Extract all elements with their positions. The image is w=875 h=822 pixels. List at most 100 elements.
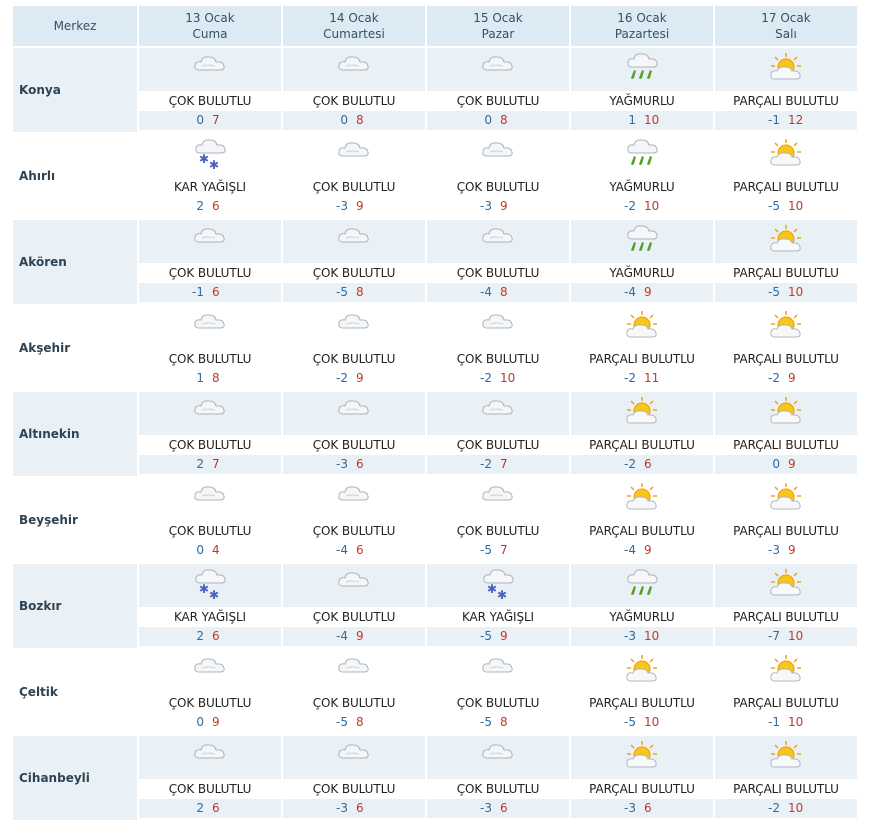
day-weekday: Cumartesi [323, 27, 385, 41]
condition-text: ÇOK BULUTLU [312, 352, 396, 366]
icon-area [571, 220, 713, 263]
icon-area [427, 392, 569, 435]
max-temperature: 8 [212, 371, 220, 385]
icon-area: ✱ ✱ [139, 134, 281, 177]
condition-text: PARÇALI BULUTLU [733, 782, 839, 796]
forecast-cell: ÇOK BULUTLU -5 8 [283, 650, 425, 734]
max-temperature: 6 [644, 457, 652, 471]
day-header: 16 Ocak Pazartesi [571, 6, 713, 46]
max-temperature: 9 [356, 371, 364, 385]
max-temperature: 6 [500, 801, 508, 815]
max-temperature: 6 [212, 801, 220, 815]
temperature-range: -5 9 [427, 627, 569, 646]
condition-text: PARÇALI BULUTLU [733, 524, 839, 538]
forecast-cell: ÇOK BULUTLU 2 6 [139, 736, 281, 820]
min-temperature: 2 [196, 801, 204, 815]
icon-area [427, 306, 569, 349]
min-temperature: -2 [768, 801, 780, 815]
svg-text:✱: ✱ [209, 588, 219, 600]
day-date: 15 Ocak [473, 11, 523, 25]
icon-area [715, 650, 857, 693]
min-temperature: -2 [480, 457, 492, 471]
max-temperature: 9 [500, 199, 508, 213]
max-temperature: 7 [212, 457, 220, 471]
city-name: Çeltik [13, 650, 137, 734]
min-temperature: -3 [480, 801, 492, 815]
icon-area [571, 48, 713, 91]
day-date: 13 Ocak [185, 11, 235, 25]
condition-text: ÇOK BULUTLU [168, 266, 252, 280]
temperature-range: -1 10 [715, 713, 857, 732]
forecast-cell: ÇOK BULUTLU 0 7 [139, 48, 281, 132]
day-weekday: Pazar [481, 27, 515, 41]
temperature-range: -7 10 [715, 627, 857, 646]
center-column-header: Merkez [13, 6, 137, 46]
forecast-cell: ÇOK BULUTLU -3 9 [427, 134, 569, 218]
condition-text: PARÇALI BULUTLU [589, 524, 695, 538]
icon-area [139, 478, 281, 521]
forecast-table: Merkez 13 Ocak Cuma 14 Ocak Cumartesi 15 O… [11, 4, 859, 822]
max-temperature: 6 [212, 285, 220, 299]
temperature-range: -3 9 [715, 541, 857, 560]
forecast-cell: PARÇALI BULUTLU -4 9 [571, 478, 713, 562]
forecast-cell: ÇOK BULUTLU -5 8 [283, 220, 425, 304]
max-temperature: 10 [788, 285, 804, 299]
forecast-cell: ✱ ✱ KAR YAĞIŞLI 2 6 [139, 134, 281, 218]
max-temperature: 12 [788, 113, 804, 127]
condition-text: ÇOK BULUTLU [312, 180, 396, 194]
forecast-cell: ÇOK BULUTLU -4 6 [283, 478, 425, 562]
min-temperature: -3 [624, 801, 636, 815]
icon-area [715, 736, 857, 779]
temperature-range: -4 9 [571, 541, 713, 560]
forecast-cell: ✱ ✱ KAR YAĞIŞLI -5 9 [427, 564, 569, 648]
min-temperature: 0 [196, 715, 204, 729]
forecast-cell: YAĞMURLU -2 10 [571, 134, 713, 218]
forecast-cell: PARÇALI BULUTLU -3 9 [715, 478, 857, 562]
city-name: Bozkır [13, 564, 137, 648]
max-temperature: 6 [212, 199, 220, 213]
min-temperature: -5 [336, 715, 348, 729]
icon-area [283, 650, 425, 693]
condition-text: PARÇALI BULUTLU [733, 94, 839, 108]
forecast-cell: YAĞMURLU -4 9 [571, 220, 713, 304]
icon-area [571, 478, 713, 521]
icon-area [427, 48, 569, 91]
icon-area [283, 392, 425, 435]
table-row: Çeltik ÇOK BULUTLU 0 9 ÇOK BULUTLU -5 8 ÇOK BUL… [13, 650, 857, 734]
condition-text: PARÇALI BULUTLU [733, 610, 839, 624]
min-temperature: -4 [480, 285, 492, 299]
max-temperature: 10 [788, 199, 804, 213]
temperature-range: -2 9 [715, 369, 857, 388]
table-row: Akören ÇOK BULUTLU -1 6 ÇOK BULUTLU -5 8 ÇOK BU… [13, 220, 857, 304]
condition-text: ÇOK BULUTLU [168, 696, 252, 710]
forecast-cell: PARÇALI BULUTLU -1 12 [715, 48, 857, 132]
min-temperature: 2 [196, 457, 204, 471]
condition-text: PARÇALI BULUTLU [733, 438, 839, 452]
temperature-range: -2 7 [427, 455, 569, 474]
max-temperature: 9 [356, 629, 364, 643]
max-temperature: 6 [356, 457, 364, 471]
min-temperature: -5 [768, 285, 780, 299]
icon-area [571, 564, 713, 607]
min-temperature: -2 [768, 371, 780, 385]
min-temperature: -1 [192, 285, 204, 299]
max-temperature: 7 [500, 543, 508, 557]
max-temperature: 9 [788, 543, 796, 557]
max-temperature: 11 [644, 371, 660, 385]
max-temperature: 8 [500, 285, 508, 299]
icon-area [139, 392, 281, 435]
min-temperature: -5 [768, 199, 780, 213]
forecast-cell: ÇOK BULUTLU -3 6 [283, 392, 425, 476]
max-temperature: 10 [644, 629, 660, 643]
max-temperature: 9 [500, 629, 508, 643]
condition-text: KAR YAĞIŞLI [174, 180, 246, 194]
condition-text: PARÇALI BULUTLU [589, 696, 695, 710]
forecast-cell: PARÇALI BULUTLU -5 10 [715, 220, 857, 304]
forecast-cell: PARÇALI BULUTLU -1 10 [715, 650, 857, 734]
table-row: Beyşehir ÇOK BULUTLU 0 4 ÇOK BULUTLU -4 6 ÇOK B… [13, 478, 857, 562]
min-temperature: -5 [336, 285, 348, 299]
forecast-cell: PARÇALI BULUTLU 0 9 [715, 392, 857, 476]
icon-area [283, 134, 425, 177]
temperature-range: 1 10 [571, 111, 713, 130]
